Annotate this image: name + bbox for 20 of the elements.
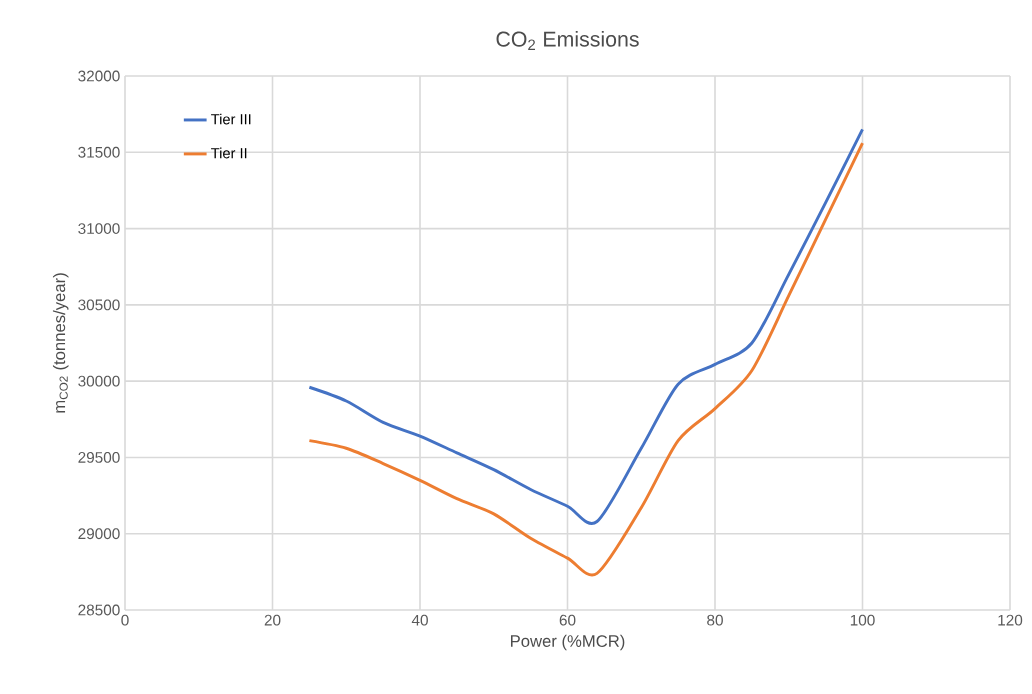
legend-label: Tier III <box>211 113 251 125</box>
x-tick-label: 60 <box>559 614 576 626</box>
y-tick-label: 29500 <box>78 452 120 463</box>
y-tick-label: 30500 <box>78 299 120 311</box>
x-tick-label: 20 <box>264 614 281 626</box>
y-tick-label: 31500 <box>78 146 120 158</box>
y-tick-label: 28500 <box>78 604 120 616</box>
y-tick-label: 29000 <box>78 528 120 540</box>
x-tick-label: 80 <box>707 614 723 626</box>
x-tick-label: 40 <box>411 614 428 626</box>
x-tick-label: 120 <box>998 614 1023 626</box>
chart-title: CO$_{2}$ Emissions <box>496 31 639 50</box>
x-tick-label: 0 <box>121 614 129 626</box>
y-tick-label: 30000 <box>78 375 120 387</box>
x-tick-label: 100 <box>850 614 875 626</box>
x-axis-title: Power (%MCR) <box>510 634 625 651</box>
y-tick-label: 31000 <box>78 223 120 234</box>
legend-label: Tier II <box>211 147 247 159</box>
y-tick-label: 32000 <box>78 70 120 82</box>
y-axis-title: m$_{CO2}$ (tonnes/year) <box>52 273 69 413</box>
